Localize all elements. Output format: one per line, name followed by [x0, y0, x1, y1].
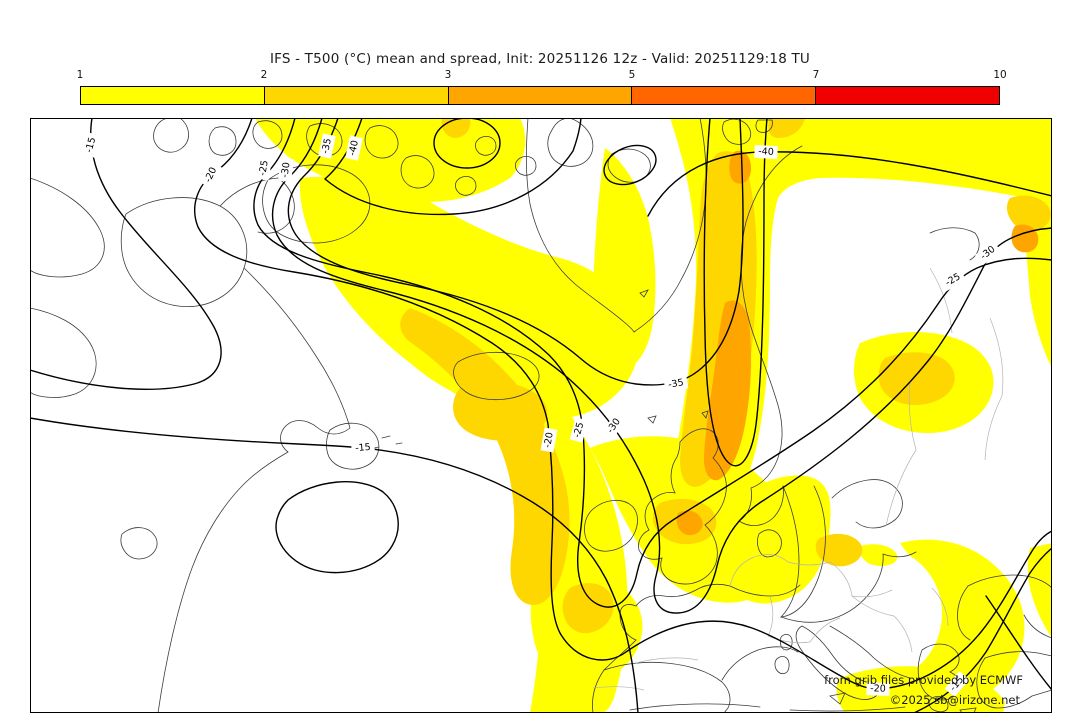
- contour-label: -15: [350, 440, 376, 456]
- svg-text:-35: -35: [667, 377, 684, 391]
- attribution-copyright: ©2025 sb@irizone.net: [890, 693, 1021, 707]
- colorbar-segment: [448, 87, 633, 104]
- colorbar-segment: [632, 87, 817, 104]
- contour-closed-loop: [603, 144, 657, 186]
- contour-label: -20: [866, 682, 890, 696]
- colorbar-tick: 3: [444, 69, 452, 81]
- contour-label: -15: [81, 132, 101, 158]
- svg-text:-25: -25: [257, 159, 271, 176]
- contour-label: -35: [318, 133, 336, 159]
- colorbar-tick: 10: [993, 69, 1007, 81]
- chart-title: IFS - T500 (°C) mean and spread, Init: 2…: [269, 51, 811, 67]
- svg-text:-15: -15: [84, 136, 99, 154]
- colorbar-tick: 7: [812, 69, 820, 81]
- svg-text:-35: -35: [320, 137, 334, 154]
- svg-text:-30: -30: [279, 162, 292, 179]
- map-panel: -15 -20 -25 -30 -35 -40 -40 -30 -25 -35 -30 -25 -20-…: [29, 117, 1053, 714]
- svg-text:-20: -20: [870, 683, 886, 695]
- contour-label: -35: [663, 375, 689, 393]
- colorbar-segment: [816, 87, 999, 104]
- contour-label: -20: [540, 427, 558, 453]
- coastlines: [29, 117, 1053, 714]
- contour-label: -25: [939, 268, 967, 292]
- contour-label: -30: [277, 157, 295, 183]
- attribution-source: from grib files provided by ECMWF: [824, 673, 1023, 687]
- contour-label: -20: [200, 161, 222, 189]
- contour-label: -30: [602, 412, 626, 440]
- weather-map: -15-20 -25 -30-35 -40 -40-30-25-35-30-25-20-…: [29, 117, 1053, 714]
- svg-text:-15: -15: [355, 442, 371, 454]
- colorbar-tick: 1: [76, 69, 84, 81]
- svg-text:-20: -20: [542, 431, 556, 448]
- contour-label: -40: [345, 135, 363, 161]
- map-frame: [30, 118, 1052, 713]
- contour-label: -40: [754, 144, 778, 160]
- colorbar-segment: [81, 87, 265, 104]
- temperature-contours: [29, 117, 1053, 714]
- colorbar-tick: 5: [628, 69, 636, 81]
- svg-text:-25: -25: [572, 421, 587, 439]
- contour-label: -25: [569, 417, 589, 443]
- colorbar-tick: 2: [260, 69, 268, 81]
- contour-label: -25: [255, 155, 273, 181]
- contour-label-layer: -15-20 -25 -30-35 -40 -40-30-25-35-30-25-20-…: [81, 132, 1002, 697]
- svg-text:-40: -40: [758, 146, 774, 158]
- political-borders: [592, 267, 1004, 691]
- colorbar: [80, 86, 1000, 105]
- svg-text:-40: -40: [347, 139, 361, 156]
- colorbar-segment: [264, 87, 449, 104]
- colorbar-tick-labels: 1 2 3 5 7 10: [76, 69, 1007, 83]
